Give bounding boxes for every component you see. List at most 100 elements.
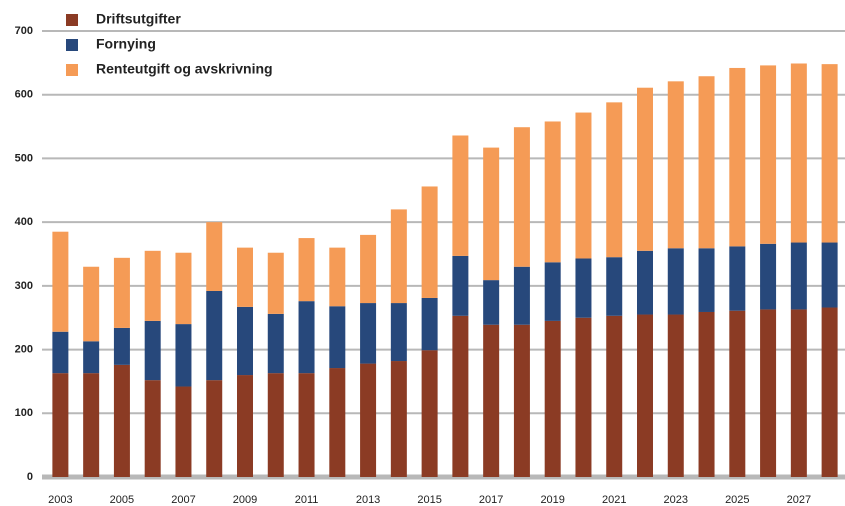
bar-segment xyxy=(606,257,623,316)
bar-segment xyxy=(544,121,561,263)
bar-segment xyxy=(760,65,777,244)
bar-segment xyxy=(329,306,346,369)
bar-segment xyxy=(790,63,807,243)
bar-segment xyxy=(298,373,315,477)
bar-segment xyxy=(513,266,530,325)
x-tick-label: 2007 xyxy=(171,494,195,506)
bar-segment xyxy=(575,258,592,318)
bar-segment xyxy=(83,266,100,342)
bar-segment xyxy=(513,127,530,267)
bar-segment xyxy=(113,327,130,365)
y-tick-label: 300 xyxy=(15,280,33,292)
bar-segment xyxy=(452,255,469,316)
bar-segment xyxy=(144,250,161,321)
bar-segment xyxy=(237,306,253,376)
bar-segment xyxy=(729,246,746,311)
bar-segment xyxy=(360,303,377,364)
x-tick-label: 2025 xyxy=(725,494,749,506)
legend-label: Fornying xyxy=(96,36,156,52)
bar-segment xyxy=(606,102,623,258)
bar-segment xyxy=(267,252,284,314)
x-tick-label: 2003 xyxy=(48,494,72,506)
bar-segment xyxy=(52,231,69,332)
y-tick-label: 100 xyxy=(15,407,33,419)
y-tick-label: 600 xyxy=(15,89,33,101)
bar-segment xyxy=(667,248,684,315)
bar-segment xyxy=(637,250,653,315)
bar-segment xyxy=(113,364,130,477)
bar-segment xyxy=(329,368,346,477)
bar-segment xyxy=(206,290,223,381)
bar-segment xyxy=(637,314,653,477)
bar-segment xyxy=(360,234,377,304)
bar-segment xyxy=(483,324,500,477)
bar-segment xyxy=(729,67,746,247)
bar-segment xyxy=(667,314,684,477)
x-tick-label: 2017 xyxy=(479,494,503,506)
bar-segment xyxy=(421,186,438,298)
bar-segment xyxy=(390,303,407,362)
bar-segment xyxy=(360,363,377,477)
y-tick-label: 200 xyxy=(15,343,33,355)
x-tick-label: 2021 xyxy=(602,494,626,506)
legend-label: Renteutgift og avskrivning xyxy=(96,61,273,77)
bar-segment xyxy=(144,380,161,477)
bar-segment xyxy=(452,135,469,256)
y-tick-label: 0 xyxy=(27,471,33,483)
bar-segment xyxy=(637,87,653,251)
bar-segment xyxy=(175,324,192,387)
bar-segment xyxy=(667,81,684,249)
bar-segment xyxy=(790,242,807,310)
bar-segment xyxy=(267,313,284,374)
y-tick-label: 500 xyxy=(15,152,33,164)
x-tick-label: 2019 xyxy=(540,494,564,506)
bar-segment xyxy=(821,64,838,243)
bar-segment xyxy=(113,257,130,328)
bar-segment xyxy=(83,373,100,477)
bar-segment xyxy=(760,309,777,477)
bar-segment xyxy=(821,307,838,477)
bar-segment xyxy=(544,262,561,321)
legend-label: Driftsutgifter xyxy=(96,11,181,27)
bar-segment xyxy=(729,310,746,477)
bar-segment xyxy=(83,341,100,374)
bar-segment xyxy=(298,238,315,302)
bar-segment xyxy=(698,311,715,477)
bar-segment xyxy=(606,315,623,477)
bar-segment xyxy=(390,209,407,304)
bar-segment xyxy=(206,380,223,477)
bar-segment xyxy=(452,315,469,477)
x-tick-label: 2005 xyxy=(110,494,134,506)
bar-segment xyxy=(390,361,407,477)
bar-segment xyxy=(544,320,561,477)
bar-segment xyxy=(790,309,807,477)
x-tick-label: 2023 xyxy=(664,494,688,506)
bar-segment xyxy=(821,242,838,308)
x-tick-label: 2011 xyxy=(295,494,319,506)
x-tick-label: 2027 xyxy=(787,494,811,506)
legend-swatch xyxy=(66,14,78,26)
bar-segment xyxy=(267,373,284,477)
bar-segment xyxy=(52,331,69,374)
legend-swatch xyxy=(66,39,78,51)
bar-segment xyxy=(206,222,223,291)
bar-segment xyxy=(483,280,500,325)
x-tick-label: 2013 xyxy=(356,494,380,506)
bar-segment xyxy=(483,147,500,281)
bar-segment xyxy=(421,297,438,351)
y-tick-label: 700 xyxy=(15,25,33,37)
x-tick-label: 2015 xyxy=(417,494,441,506)
bar-segment xyxy=(329,247,346,307)
x-tick-label: 2009 xyxy=(233,494,257,506)
bar-segment xyxy=(575,112,592,259)
bar-segment xyxy=(513,324,530,477)
bar-segment xyxy=(698,76,715,249)
bar-segment xyxy=(421,350,438,477)
legend-swatch xyxy=(66,64,78,76)
bar-segment xyxy=(175,252,192,325)
bar-segment xyxy=(575,317,592,477)
y-tick-label: 400 xyxy=(15,216,33,228)
bar-segment xyxy=(144,320,161,381)
bar-segment xyxy=(237,247,253,307)
